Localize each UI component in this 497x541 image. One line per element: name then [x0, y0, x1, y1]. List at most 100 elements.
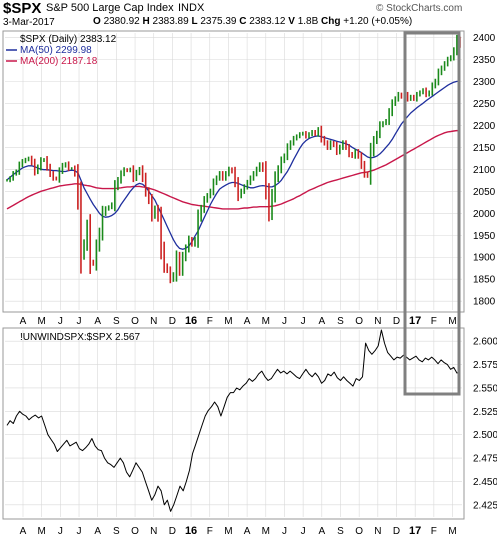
price-x-label-2: J — [58, 316, 63, 327]
price-x-label-16: A — [318, 316, 325, 327]
price-x-label-1: M — [38, 316, 46, 327]
index-name: S&P 500 Large Cap Index — [46, 2, 174, 14]
ratio-x-label-18: O — [355, 526, 363, 537]
price-panel-frame — [2, 30, 465, 313]
ratio-line — [6, 329, 461, 512]
price-x-label-5: S — [113, 316, 120, 327]
price-x-label-22: F — [431, 316, 437, 327]
price-y-tick-2250: 2250 — [473, 99, 496, 110]
ratio-legend-label: !UNWINDSPX:$SPX 2.567 — [20, 332, 140, 343]
price-bars — [6, 34, 461, 284]
ohlc-readout: O 2380.92 H 2383.89 L 2375.39 C 2383.12 … — [93, 16, 412, 27]
price-x-label-14: J — [282, 316, 287, 327]
ratio-y-tick-7: 2.600 — [473, 337, 497, 348]
date: 3-Mar-2017 — [3, 17, 55, 28]
price-x-label-8: D — [169, 316, 176, 327]
price-x-label-20: D — [393, 316, 400, 327]
volume-label: V — [288, 16, 295, 27]
ratio-x-label-1: M — [38, 526, 46, 537]
ratio-y-tick-4: 2.525 — [473, 407, 497, 418]
price-x-label-13: M — [262, 316, 270, 327]
price-y-tick-2150: 2150 — [473, 143, 496, 154]
price-y-tick-labels: 1800 1850 1900 1950 2000 2050 2100 2150 2200 2250… — [473, 33, 496, 308]
ma200-legend-label: MA(200) 2187.18 — [20, 56, 98, 67]
volume-value: 1.8B — [297, 16, 319, 27]
price-x-label-3: J — [77, 316, 82, 327]
ratio-x-label-13: M — [262, 526, 270, 537]
ratio-y-tick-6: 2.575 — [473, 360, 497, 371]
change-label: Chg — [321, 16, 341, 27]
ratio-x-label-21: 17 — [409, 525, 421, 537]
ratio-x-label-9: 16 — [185, 525, 197, 537]
highlight-box — [403, 31, 461, 396]
watermark: © StockCharts.com — [376, 3, 463, 14]
price-y-tick-2200: 2200 — [473, 121, 496, 132]
ratio-y-tick-1: 2.450 — [473, 477, 497, 488]
change-value: +1.20 (+0.05%) — [343, 16, 413, 27]
ratio-x-label-4: A — [94, 526, 101, 537]
ratio-y-tick-labels: 2.425 2.450 2.475 2.500 2.525 2.550 2.575 2.600 — [473, 337, 497, 512]
price-legend-label: $SPX (Daily) 2383.12 — [20, 34, 117, 45]
ratio-x-label-15: J — [301, 526, 306, 537]
ratio-line-group — [6, 329, 461, 512]
ratio-x-label-10: F — [207, 526, 213, 537]
ratio-x-label-12: A — [244, 526, 251, 537]
close-label: C — [239, 16, 247, 27]
price-x-label-19: N — [374, 316, 381, 327]
ratio-gridlines — [5, 330, 462, 517]
ratio-panel-frame — [2, 327, 465, 520]
price-x-label-6: O — [131, 316, 139, 327]
ratio-x-axis-labels: A M J J A S O N D 16 F M A M J J A S O N D 17 F M — [20, 525, 457, 537]
price-x-label-15: J — [301, 316, 306, 327]
ratio-x-label-20: D — [393, 526, 400, 537]
price-panel: 1800 1850 1900 1950 2000 2050 2100 2150 2200 2250… — [2, 30, 496, 313]
ratio-x-label-3: J — [77, 526, 82, 537]
price-y-tick-2000: 2000 — [473, 209, 496, 220]
ma50-line-group — [6, 80, 460, 250]
ratio-x-label-17: S — [337, 526, 344, 537]
open-label: O — [93, 16, 101, 27]
high-label: H — [142, 16, 150, 27]
price-x-label-18: O — [355, 316, 363, 327]
price-x-label-7: N — [150, 316, 157, 327]
price-y-tick-2300: 2300 — [473, 77, 496, 88]
price-x-label-11: M — [224, 316, 232, 327]
price-y-tick-1800: 1800 — [473, 297, 496, 308]
price-x-label-0: A — [20, 316, 27, 327]
price-x-label-17: S — [337, 316, 344, 327]
price-y-tick-1950: 1950 — [473, 231, 496, 242]
ratio-x-label-6: O — [131, 526, 139, 537]
price-x-label-10: F — [207, 316, 213, 327]
close-value: 2383.12 — [249, 16, 286, 27]
price-x-label-9: 16 — [185, 315, 197, 327]
ratio-x-label-2: J — [58, 526, 63, 537]
ratio-x-label-22: F — [431, 526, 437, 537]
price-y-tick-2100: 2100 — [473, 165, 496, 176]
price-y-tick-1850: 1850 — [473, 275, 496, 286]
ratio-x-label-7: N — [150, 526, 157, 537]
symbol: $SPX — [3, 0, 42, 17]
price-x-label-12: A — [244, 316, 251, 327]
price-y-tick-2350: 2350 — [473, 55, 496, 66]
ratio-x-label-8: D — [169, 526, 176, 537]
ratio-x-label-5: S — [113, 526, 120, 537]
ratio-x-label-0: A — [20, 526, 27, 537]
ma50-line — [6, 80, 460, 250]
ratio-panel: 2.425 2.450 2.475 2.500 2.525 2.550 2.575 2.600… — [2, 327, 497, 520]
price-x-label-23: M — [448, 316, 456, 327]
ratio-x-label-23: M — [448, 526, 456, 537]
ratio-x-label-11: M — [224, 526, 232, 537]
ratio-x-label-16: A — [318, 526, 325, 537]
ratio-x-label-14: J — [282, 526, 287, 537]
ratio-y-tick-3: 2.500 — [473, 430, 497, 441]
low-label: L — [191, 16, 198, 27]
price-x-label-21: 17 — [409, 315, 421, 327]
price-y-tick-2050: 2050 — [473, 187, 496, 198]
open-value: 2380.92 — [103, 16, 140, 27]
ratio-x-label-19: N — [374, 526, 381, 537]
low-value: 2375.39 — [200, 16, 237, 27]
ma50-legend-label: MA(50) 2299.98 — [20, 45, 92, 56]
ratio-y-tick-5: 2.550 — [473, 383, 497, 394]
price-y-tick-1900: 1900 — [473, 253, 496, 264]
